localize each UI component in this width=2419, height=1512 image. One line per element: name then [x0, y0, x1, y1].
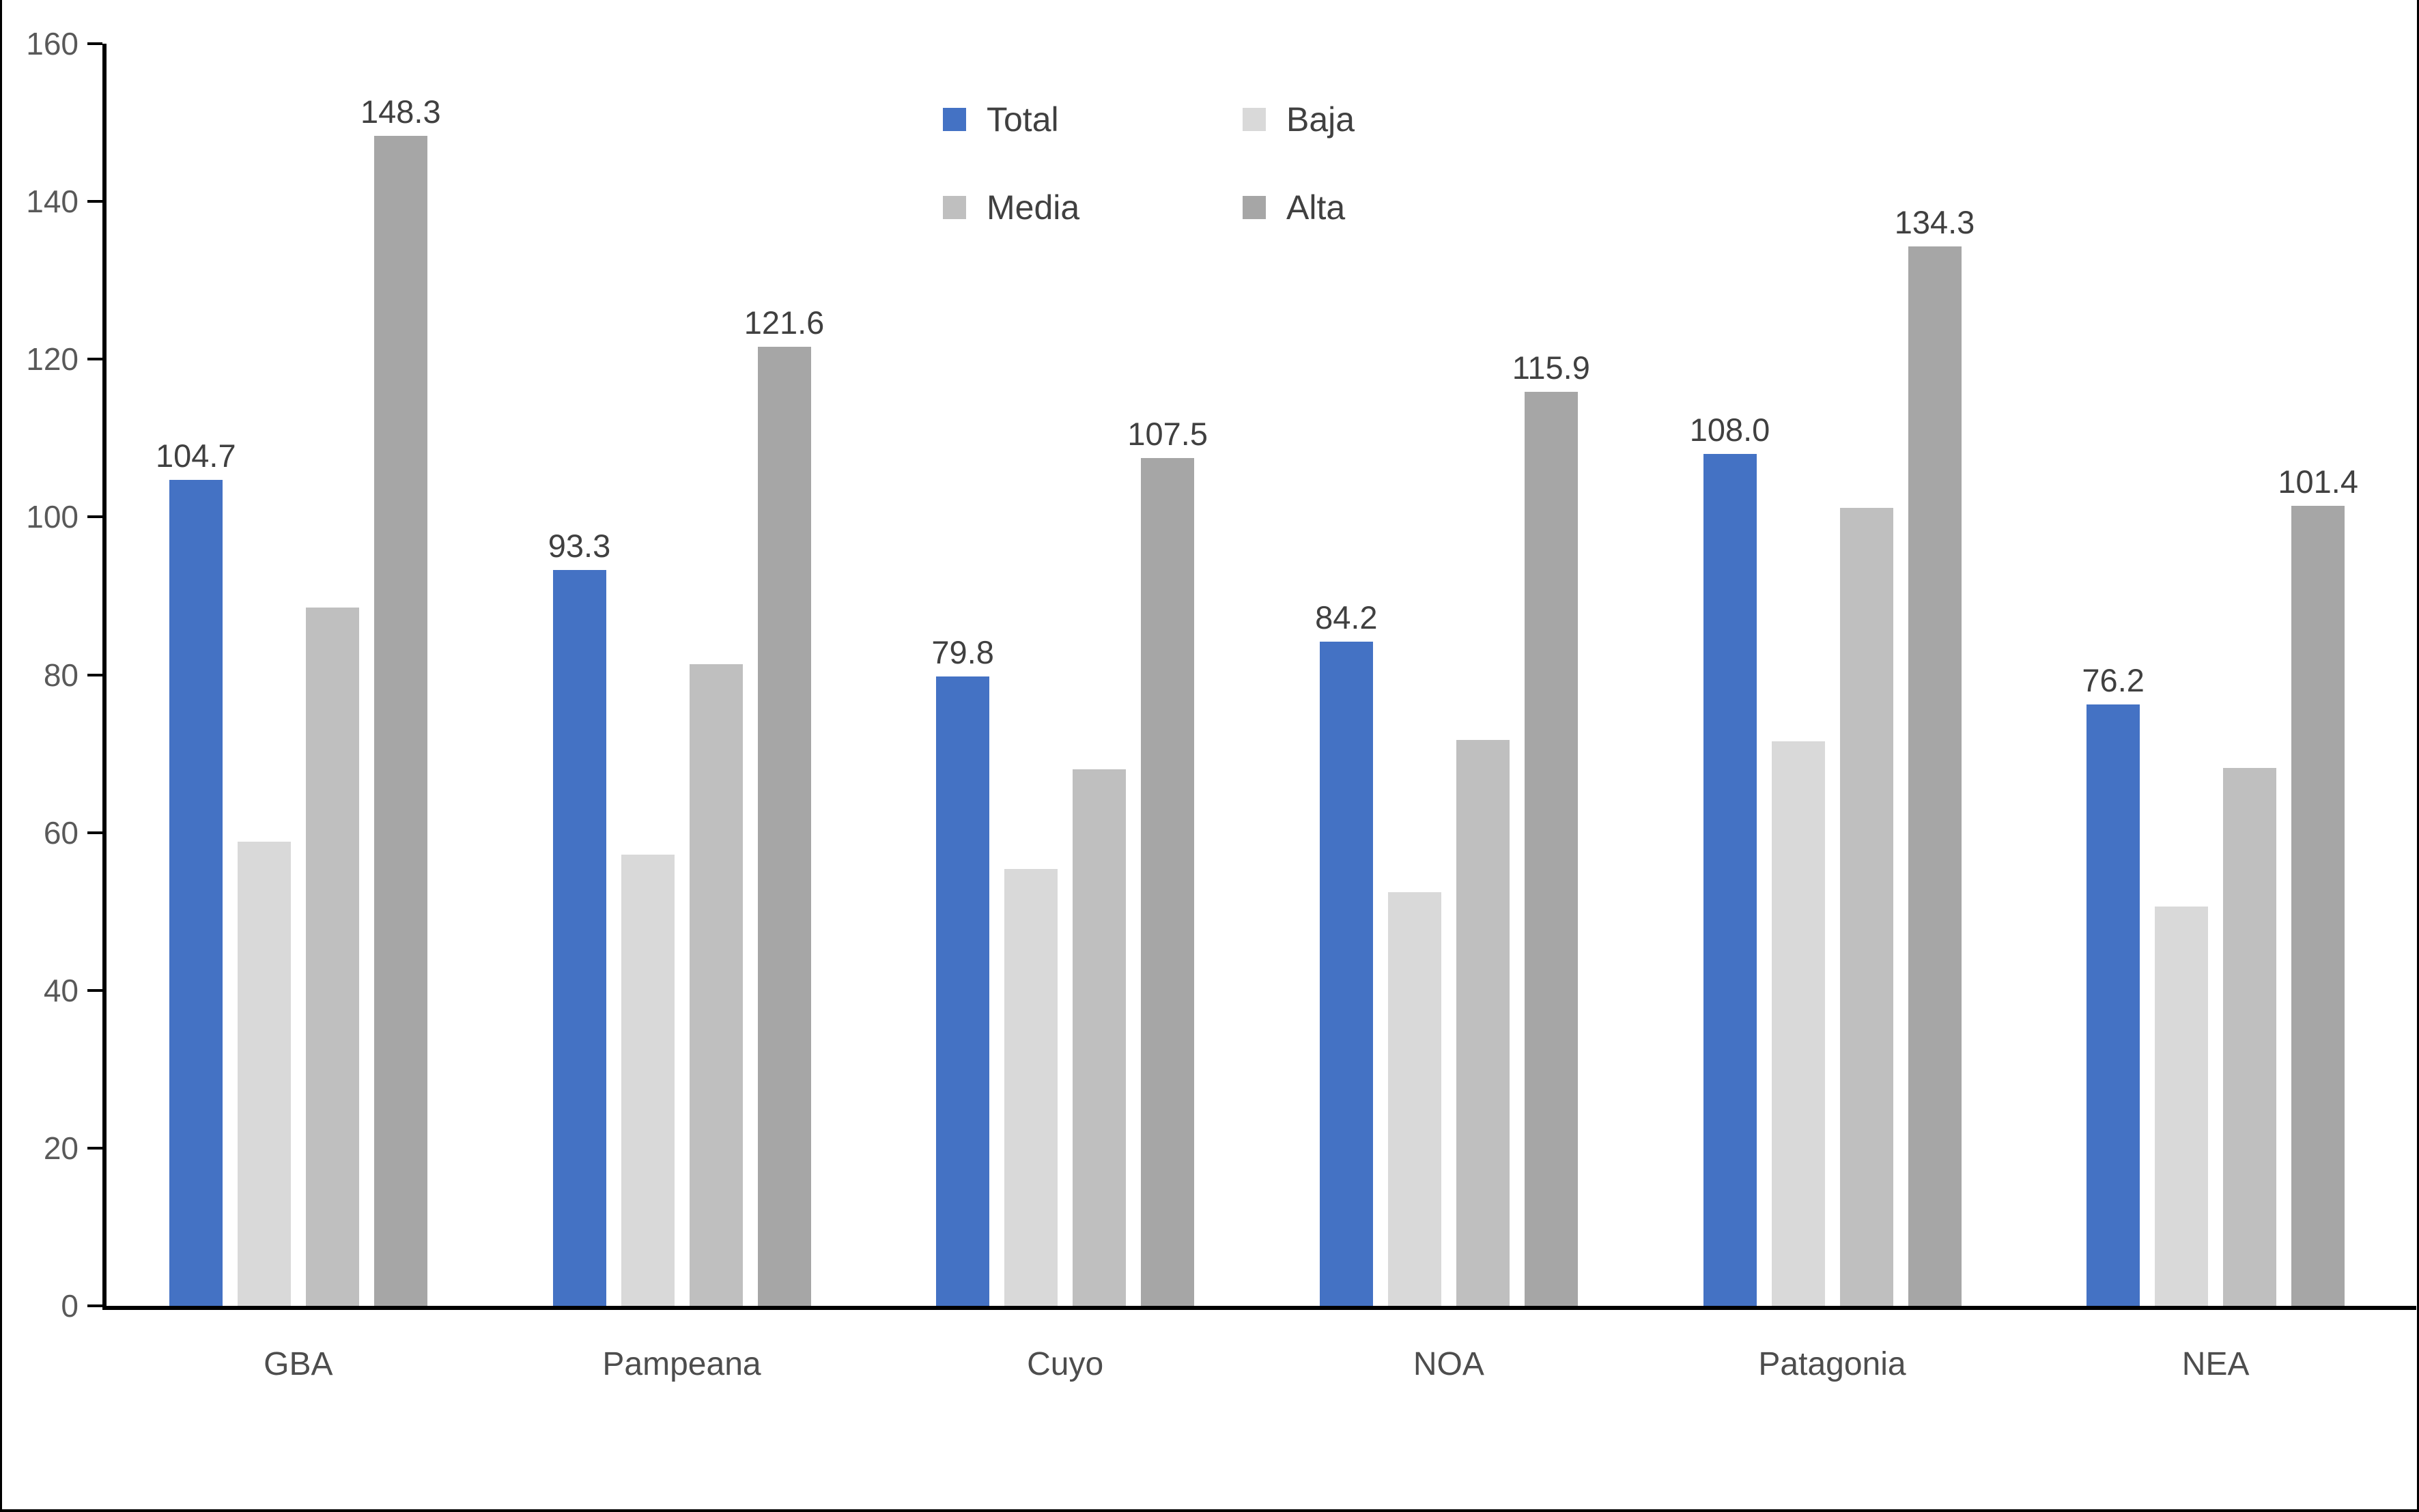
bar-total-gba	[169, 480, 223, 1306]
bar-baja-gba	[237, 842, 291, 1306]
x-label-cuyo: Cuyo	[1027, 1346, 1104, 1382]
data-label-alta-gba: 148.3	[360, 94, 441, 130]
legend-label-total: Total	[987, 100, 1059, 139]
data-label-total-noa: 84.2	[1315, 599, 1378, 636]
y-tick-label-80: 80	[43, 657, 79, 693]
bar-total-noa	[1319, 641, 1373, 1306]
bar-alta-cuyo	[1141, 457, 1195, 1306]
y-tick-40	[87, 988, 102, 992]
data-label-total-pampeana: 93.3	[548, 527, 611, 564]
y-tick-label-0: 0	[61, 1288, 79, 1324]
y-tick-140	[87, 200, 102, 203]
data-label-alta-patagonia: 134.3	[1894, 203, 1975, 240]
x-axis	[102, 1306, 2416, 1310]
legend-item-baja: Baja	[1243, 102, 1355, 137]
y-tick-60	[87, 831, 102, 834]
bar-alta-noa	[1524, 391, 1578, 1306]
legend-swatch-total	[943, 108, 966, 131]
y-tick-160	[87, 42, 102, 45]
bar-baja-noa	[1387, 892, 1441, 1306]
bar-baja-cuyo	[1004, 868, 1058, 1306]
bar-total-patagonia	[1703, 453, 1757, 1306]
bar-baja-nea	[2155, 907, 2209, 1306]
y-tick-label-160: 160	[26, 26, 79, 61]
y-tick-20	[87, 1146, 102, 1150]
y-tick-0	[87, 1304, 102, 1307]
legend-swatch-baja	[1243, 108, 1266, 131]
y-tick-label-40: 40	[43, 972, 79, 1008]
legend-swatch-media	[943, 196, 966, 219]
bar-total-cuyo	[936, 676, 990, 1306]
data-label-total-gba: 104.7	[156, 438, 236, 474]
bar-media-patagonia	[1839, 507, 1893, 1306]
legend-item-media: Media	[943, 190, 1079, 225]
bar-alta-nea	[2291, 506, 2345, 1306]
data-label-total-nea: 76.2	[2082, 662, 2145, 699]
bar-baja-pampeana	[621, 854, 675, 1306]
y-tick-label-60: 60	[43, 814, 79, 851]
bar-total-pampeana	[552, 569, 606, 1306]
bar-alta-patagonia	[1908, 246, 1962, 1306]
data-label-total-patagonia: 108.0	[1689, 411, 1770, 448]
data-label-alta-nea: 101.4	[2278, 463, 2358, 500]
legend-swatch-alta	[1243, 196, 1266, 219]
x-label-patagonia: Patagonia	[1758, 1346, 1906, 1382]
legend-label-media: Media	[987, 188, 1080, 227]
bar-media-noa	[1456, 740, 1510, 1306]
bar-alta-gba	[373, 136, 427, 1306]
data-label-alta-pampeana: 121.6	[744, 304, 825, 341]
data-label-alta-cuyo: 107.5	[1127, 415, 1208, 452]
bar-total-nea	[2086, 704, 2140, 1306]
y-axis	[102, 44, 107, 1310]
legend-label-baja: Baja	[1286, 100, 1355, 139]
y-tick-80	[87, 673, 102, 676]
y-tick-label-100: 100	[26, 499, 79, 535]
bar-alta-pampeana	[757, 346, 811, 1306]
legend-item-alta: Alta	[1243, 190, 1345, 225]
legend-item-total: Total	[943, 102, 1059, 137]
y-tick-label-20: 20	[43, 1130, 79, 1166]
x-label-pampeana: Pampeana	[602, 1346, 761, 1382]
legend-label-alta: Alta	[1286, 188, 1346, 227]
y-tick-label-140: 140	[26, 184, 79, 220]
bar-media-gba	[305, 608, 359, 1306]
bar-media-nea	[2223, 767, 2277, 1306]
data-label-total-cuyo: 79.8	[931, 633, 994, 670]
bar-media-cuyo	[1073, 769, 1127, 1306]
x-label-gba: GBA	[264, 1346, 333, 1382]
bar-media-pampeana	[689, 664, 743, 1306]
bar-baja-patagonia	[1771, 741, 1825, 1306]
y-tick-label-120: 120	[26, 341, 79, 377]
data-label-alta-noa: 115.9	[1512, 349, 1590, 386]
y-tick-100	[87, 515, 102, 519]
x-label-nea: NEA	[2181, 1346, 2250, 1382]
x-label-noa: NOA	[1413, 1346, 1484, 1382]
y-tick-120	[87, 358, 102, 361]
